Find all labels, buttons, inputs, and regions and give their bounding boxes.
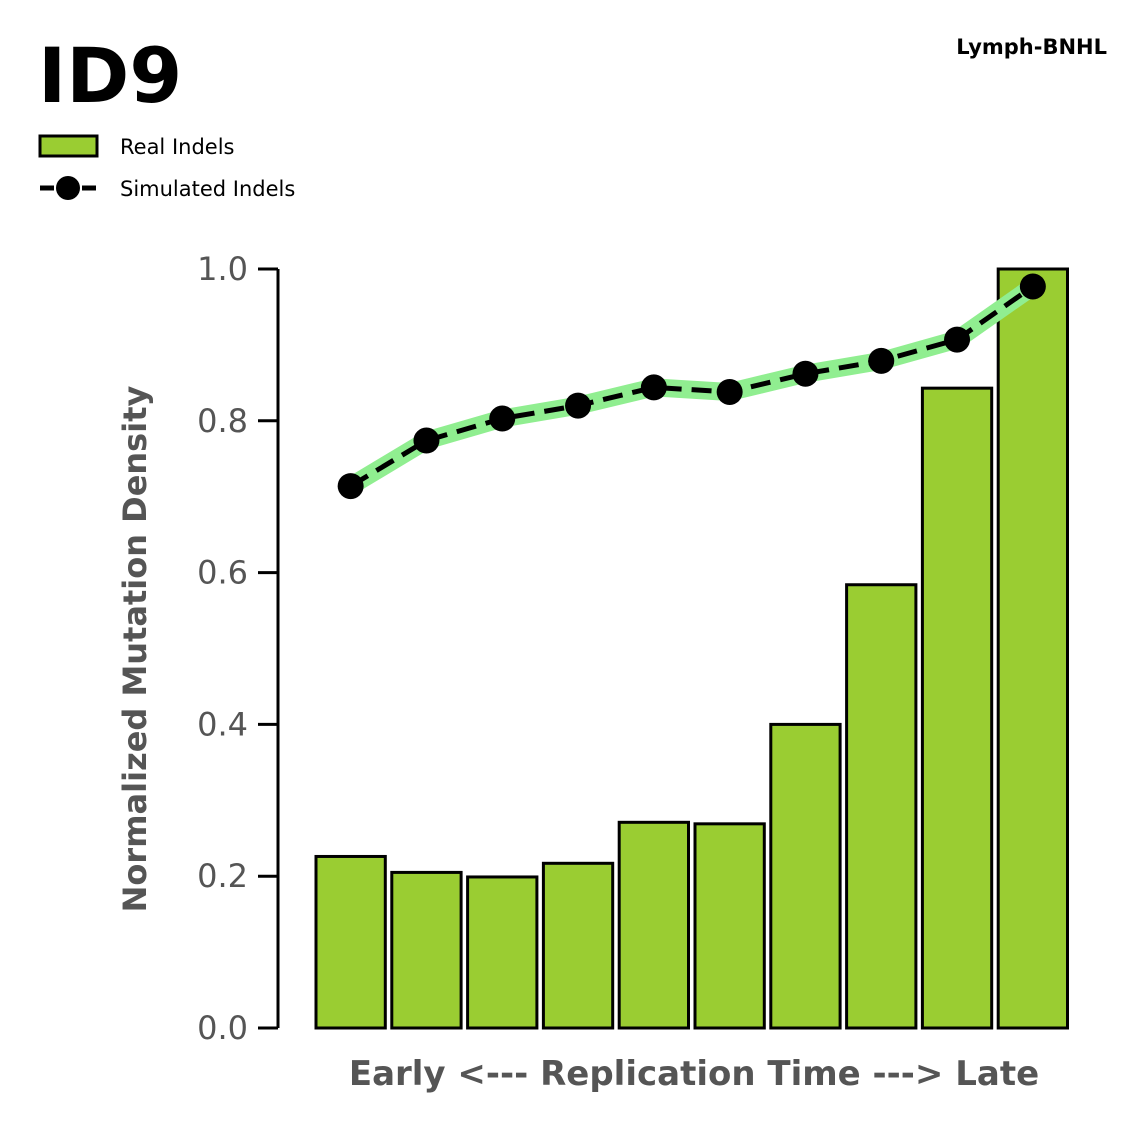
- y-tick-label: 1.0: [197, 250, 248, 288]
- simulated-indels-point: [413, 427, 440, 454]
- simulated-indels-point: [944, 326, 971, 353]
- chart-title: ID9: [38, 31, 182, 120]
- bar-real-indels: [390, 870, 463, 1030]
- y-tick-label: 0.4: [197, 705, 248, 743]
- y-tick-label: 0.2: [197, 857, 248, 895]
- bar-real-indels: [541, 861, 615, 1030]
- bar-real-indels: [769, 722, 842, 1030]
- chart-subtitle: Lymph-BNHL: [956, 35, 1107, 59]
- y-tick-label: 0.0: [197, 1009, 248, 1047]
- legend-real-indels-label: Real Indels: [120, 135, 234, 159]
- legend-real-indels-swatch: [38, 134, 99, 158]
- simulated-indels-line: [349, 284, 1035, 489]
- y-tick-label: 0.6: [197, 554, 248, 592]
- legend-simulated-indels-label: Simulated Indels: [120, 177, 295, 201]
- simulated-indels-point: [337, 473, 364, 500]
- legend-simulated-indels-marker: [56, 176, 80, 200]
- bar-real-indels: [693, 822, 766, 1030]
- y-axis-label: Normalized Mutation Density: [116, 386, 154, 913]
- x-axis-label: Early <--- Replication Time ---> Late: [349, 1054, 1039, 1094]
- simulated-indels-point: [716, 378, 743, 405]
- bar-real-indels: [996, 267, 1070, 1030]
- bar-real-indels: [314, 854, 387, 1030]
- y-tick-label: 0.8: [197, 402, 248, 440]
- simulated-indels-point: [792, 360, 819, 387]
- simulated-indels-point: [565, 392, 592, 419]
- bar-real-indels: [466, 875, 539, 1030]
- simulated-indels-point: [640, 374, 667, 401]
- plot-area: [314, 267, 1070, 1030]
- bar-real-indels: [845, 583, 918, 1030]
- y-axis: 0.0 0.2 0.4 0.6 0.8 1.0: [197, 250, 280, 1047]
- bar-real-indels: [617, 820, 691, 1030]
- bar-real-indels: [920, 386, 994, 1030]
- simulated-indels-point: [489, 405, 516, 432]
- simulated-indels-point: [868, 347, 895, 374]
- simulated-indels-point: [1019, 273, 1046, 300]
- legend: Real Indels Simulated Indels: [38, 134, 295, 201]
